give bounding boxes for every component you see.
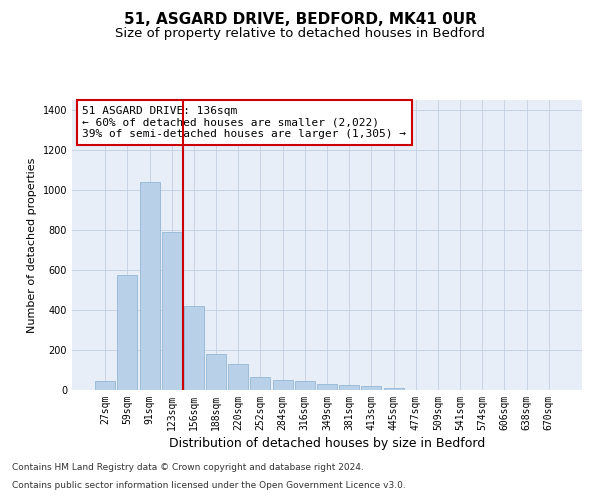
Bar	[272, 380, 293, 390]
Text: Contains public sector information licensed under the Open Government Licence v3: Contains public sector information licen…	[12, 481, 406, 490]
Bar	[361, 386, 382, 390]
Bar	[95, 380, 115, 390]
Bar	[140, 182, 160, 390]
Bar	[339, 385, 359, 390]
Bar	[228, 364, 248, 390]
Bar	[295, 381, 315, 390]
Bar	[184, 306, 204, 390]
X-axis label: Distribution of detached houses by size in Bedford: Distribution of detached houses by size …	[169, 437, 485, 450]
Bar	[383, 388, 404, 390]
Bar	[317, 384, 337, 390]
Bar	[162, 232, 182, 390]
Y-axis label: Number of detached properties: Number of detached properties	[27, 158, 37, 332]
Text: 51 ASGARD DRIVE: 136sqm
← 60% of detached houses are smaller (2,022)
39% of semi: 51 ASGARD DRIVE: 136sqm ← 60% of detache…	[82, 106, 406, 139]
Bar	[250, 378, 271, 390]
Text: Size of property relative to detached houses in Bedford: Size of property relative to detached ho…	[115, 28, 485, 40]
Text: Contains HM Land Registry data © Crown copyright and database right 2024.: Contains HM Land Registry data © Crown c…	[12, 464, 364, 472]
Bar	[206, 354, 226, 390]
Bar	[118, 276, 137, 390]
Text: 51, ASGARD DRIVE, BEDFORD, MK41 0UR: 51, ASGARD DRIVE, BEDFORD, MK41 0UR	[124, 12, 476, 28]
